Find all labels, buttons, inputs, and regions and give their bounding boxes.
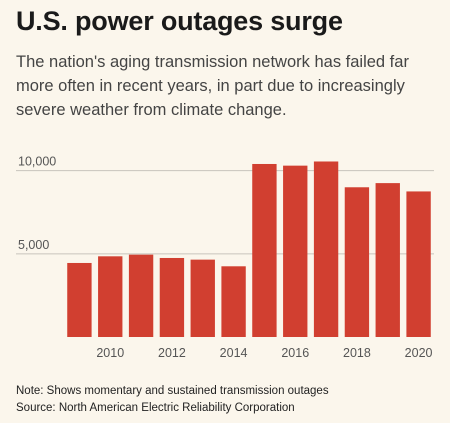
x-tick-label: 2010 — [96, 346, 124, 360]
bar-2014 — [221, 266, 246, 337]
chart-title: U.S. power outages surge — [16, 6, 343, 36]
chart-subtitle: The nation's aging transmission network … — [16, 53, 409, 119]
bar-2020 — [406, 191, 431, 337]
bar-chart: 5,000 10,000 2010 2012 2014 2016 2018 2020 — [16, 155, 434, 360]
x-tick-label: 2014 — [220, 346, 248, 360]
bar-2017 — [313, 161, 339, 337]
bar-2010 — [98, 256, 123, 337]
x-tick-label: 2020 — [405, 346, 433, 360]
bar-2016 — [283, 165, 308, 337]
x-tick-label: 2018 — [343, 346, 371, 360]
note-text: Note: Shows momentary and sustained tran… — [16, 385, 329, 397]
bar-2013 — [190, 259, 215, 337]
bar-2012 — [159, 257, 185, 337]
bar-2009 — [67, 262, 92, 337]
grid-layer — [16, 170, 434, 255]
bar-2019 — [375, 183, 400, 337]
bar-2018 — [344, 187, 370, 337]
source-text: Source: North American Electric Reliabil… — [16, 402, 295, 414]
bar-2011 — [128, 254, 154, 337]
x-tick-label: 2012 — [158, 346, 186, 360]
y-tick-label: 5,000 — [18, 238, 49, 252]
y-tick-label: 10,000 — [18, 155, 56, 169]
bar-2015 — [252, 163, 277, 337]
bars-layer — [67, 161, 431, 337]
labels-layer: 5,000 10,000 2010 2012 2014 2016 2018 2020 — [18, 155, 433, 360]
x-tick-label: 2016 — [281, 346, 309, 360]
